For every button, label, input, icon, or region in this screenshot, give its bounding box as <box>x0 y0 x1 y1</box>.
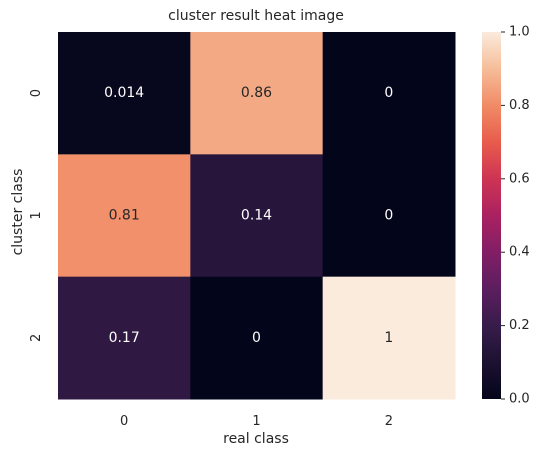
heatmap-cell-r0-c1 <box>190 32 324 155</box>
colorbar-ticks: 0.0 0.2 0.4 0.6 0.8 1.0 <box>501 25 530 407</box>
heatmap-cell-r1-c0 <box>58 154 191 278</box>
y-tick-label-1: 1 <box>29 211 44 219</box>
cell-value-label-r2-c0: 0.17 <box>109 330 140 346</box>
heatmap-cell-r1-c1 <box>190 154 324 278</box>
colorbar-tick-label-2: 0.4 <box>509 245 530 260</box>
heatmap-cell-r1-c2 <box>322 154 456 278</box>
x-tick-label-0: 0 <box>120 414 128 429</box>
cell-value-label-r2-c1: 0 <box>252 330 261 346</box>
heatmap-cell-r0-c2 <box>322 32 456 155</box>
colorbar-tick-label-5: 1.0 <box>509 25 530 40</box>
colorbar-tick-label-0: 0.0 <box>509 392 530 407</box>
y-tick-label-0: 0 <box>29 89 44 97</box>
heatmap-cell-r2-c0 <box>58 276 191 400</box>
colorbar-tick-label-1: 0.2 <box>509 318 530 333</box>
y-axis-ticks: 0 1 2 <box>29 89 44 342</box>
colorbar-gradient <box>482 32 501 399</box>
cell-value-label-r0-c2: 0 <box>384 85 393 101</box>
heatmap-cell-r2-c2 <box>322 276 456 400</box>
heatmap-cell-r0-c0 <box>58 32 191 155</box>
cell-value-label-r2-c2: 1 <box>384 330 393 346</box>
colorbar-tick-label-4: 0.8 <box>509 98 530 113</box>
x-axis-ticks: 0 1 2 <box>120 414 393 429</box>
cell-value-label-r1-c1: 0.14 <box>241 208 272 224</box>
cell-value-label-r1-c0: 0.81 <box>109 208 140 224</box>
y-axis-title: cluster class <box>10 169 26 256</box>
x-tick-label-1: 1 <box>252 414 260 429</box>
colorbar: 0.0 0.2 0.4 0.6 0.8 1.0 <box>482 25 530 407</box>
heatmap-cell-r2-c1 <box>190 276 324 400</box>
x-axis-title: real class <box>223 431 289 447</box>
x-tick-label-2: 2 <box>385 414 393 429</box>
chart-title: cluster result heat image <box>168 8 344 24</box>
colorbar-tick-label-3: 0.6 <box>509 171 530 186</box>
y-tick-label-2: 2 <box>29 334 44 342</box>
cell-value-label-r0-c1: 0.86 <box>241 85 272 101</box>
cell-value-label-r1-c2: 0 <box>384 208 393 224</box>
heatmap-cells <box>58 32 456 400</box>
cell-value-label-r0-c0: 0.014 <box>104 85 144 101</box>
heatmap-cell-labels: 0.014 0.86 0 0.81 0.14 0 0.17 0 1 <box>104 85 393 346</box>
